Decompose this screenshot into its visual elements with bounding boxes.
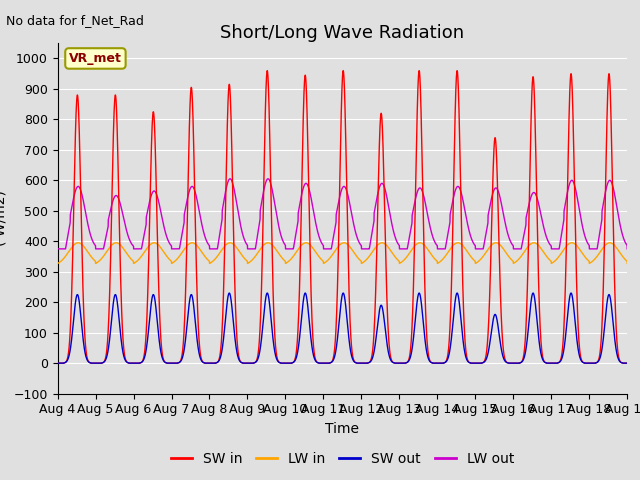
Text: VR_met: VR_met	[69, 52, 122, 65]
Legend: SW in, LW in, SW out, LW out: SW in, LW in, SW out, LW out	[165, 446, 520, 471]
Text: No data for f_Net_Rad: No data for f_Net_Rad	[6, 14, 144, 27]
X-axis label: Time: Time	[325, 422, 360, 436]
Title: Short/Long Wave Radiation: Short/Long Wave Radiation	[220, 24, 465, 42]
Y-axis label: ( W/m2): ( W/m2)	[0, 191, 8, 246]
